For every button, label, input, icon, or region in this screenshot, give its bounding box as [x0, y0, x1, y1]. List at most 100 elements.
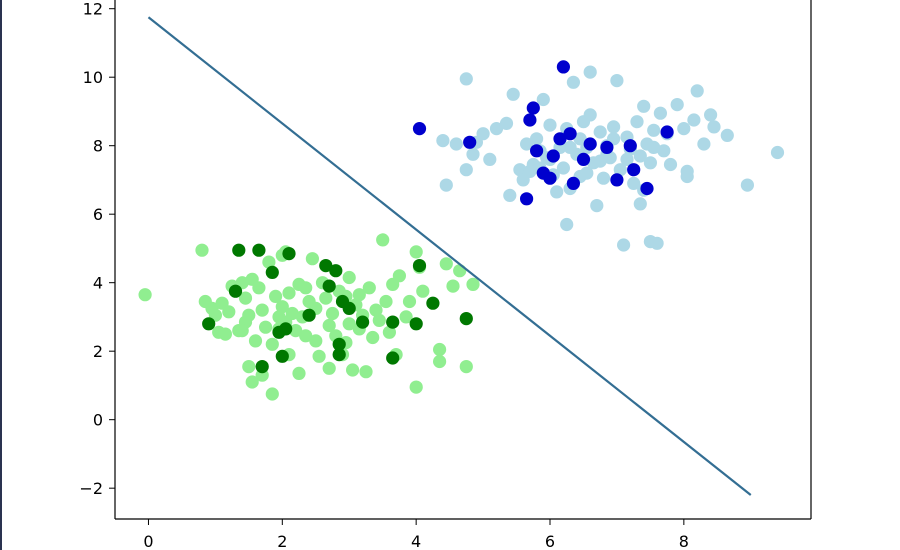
- scatter-point: [446, 279, 460, 293]
- scatter-point: [322, 279, 336, 293]
- scatter-point: [583, 108, 597, 122]
- scatter-point: [242, 308, 256, 322]
- scatter-point: [476, 127, 490, 141]
- scatter-point: [503, 188, 517, 202]
- scatter-point: [292, 366, 306, 380]
- scatter-point: [352, 288, 366, 302]
- scatter-point: [536, 92, 550, 107]
- scatter-point: [627, 176, 641, 190]
- scatter-point: [319, 259, 333, 273]
- scatter-point: [433, 354, 447, 369]
- scatter-point: [228, 284, 243, 298]
- scatter-point: [680, 164, 694, 178]
- scatter-point: [382, 325, 396, 339]
- scatter-point: [590, 199, 604, 213]
- scatter-point: [459, 72, 473, 86]
- scatter-point: [637, 99, 651, 113]
- scatter-point: [627, 163, 641, 177]
- scatter-point: [242, 360, 256, 374]
- scatter-point: [299, 329, 313, 343]
- scatter-point: [386, 351, 400, 365]
- scatter-point: [740, 178, 755, 192]
- scatter-point: [409, 245, 423, 259]
- scatter-point: [623, 139, 637, 153]
- scatter-point: [633, 149, 647, 163]
- scatter-point: [647, 123, 661, 137]
- scatter-point: [342, 301, 356, 315]
- scatter-point: [576, 152, 591, 166]
- scatter-point: [309, 334, 323, 348]
- scatter-point: [299, 281, 313, 295]
- y-tick-label: 4: [93, 274, 103, 293]
- scatter-point: [202, 317, 216, 331]
- y-tick-label: −2: [79, 479, 103, 498]
- scatter-point: [463, 135, 477, 149]
- scatter-point: [663, 157, 678, 172]
- scatter-point: [543, 171, 557, 185]
- scatter-point: [610, 74, 624, 88]
- scatter-point: [275, 349, 289, 363]
- scatter-point: [342, 317, 356, 331]
- decision-boundary-line: [147, 16, 752, 496]
- scatter-point: [262, 255, 276, 269]
- scatter-point: [560, 217, 574, 232]
- scatter-point: [580, 166, 594, 180]
- scatter-point: [366, 330, 380, 345]
- scatter-point: [647, 140, 661, 154]
- scatter-point: [372, 313, 386, 327]
- scatter-point: [687, 113, 701, 127]
- scatter-point: [707, 120, 721, 134]
- scatter-point: [329, 264, 343, 278]
- scatter-point: [269, 289, 283, 303]
- scatter-point: [325, 306, 340, 321]
- scatter-point: [379, 294, 393, 309]
- scatter-point: [633, 197, 647, 211]
- scatter-point: [346, 363, 360, 377]
- scatter-point: [489, 122, 504, 136]
- scatter-point: [640, 181, 654, 196]
- scatter-point: [670, 98, 684, 112]
- scatter-point: [690, 84, 704, 98]
- scatter-point: [613, 163, 627, 177]
- scatter-point: [523, 164, 537, 178]
- scatter-point: [285, 306, 299, 321]
- scatter-point: [436, 134, 450, 148]
- scatter-point: [138, 288, 152, 302]
- x-tick-label: 4: [411, 532, 421, 550]
- scatter-point: [265, 387, 279, 401]
- scatter-point: [272, 310, 286, 324]
- scatter-point: [513, 163, 527, 177]
- y-tick-label: 2: [93, 342, 103, 361]
- scatter-point: [566, 176, 581, 190]
- scatter-point: [218, 327, 232, 341]
- scatter-point: [466, 147, 480, 161]
- scatter-point: [704, 108, 718, 122]
- scatter-point: [697, 137, 711, 151]
- scatter-point: [399, 310, 413, 324]
- scatter-point: [530, 144, 544, 158]
- scatter-point: [409, 317, 423, 331]
- scatter-point: [600, 140, 614, 154]
- scatter-point: [653, 106, 668, 120]
- scatter-point: [386, 315, 400, 329]
- scatter-point: [282, 247, 296, 261]
- y-tick-label: 0: [93, 411, 103, 430]
- scatter-point: [459, 360, 473, 374]
- scatter-point: [332, 348, 346, 362]
- scatter-point: [439, 178, 453, 192]
- scatter-point: [252, 281, 266, 295]
- scatter-point: [556, 60, 571, 74]
- scatter-point: [526, 101, 540, 115]
- scatter-point: [523, 113, 537, 127]
- x-tick-label: 6: [545, 532, 555, 550]
- scatter-point: [392, 269, 406, 283]
- scatter-point: [412, 122, 427, 136]
- scatter-point: [248, 334, 263, 348]
- scatter-point: [265, 337, 279, 351]
- scatter-point: [369, 303, 383, 317]
- scatter-point: [275, 300, 289, 314]
- scatter-point: [356, 315, 370, 329]
- scatter-point: [556, 161, 571, 175]
- scatter-point: [520, 137, 534, 151]
